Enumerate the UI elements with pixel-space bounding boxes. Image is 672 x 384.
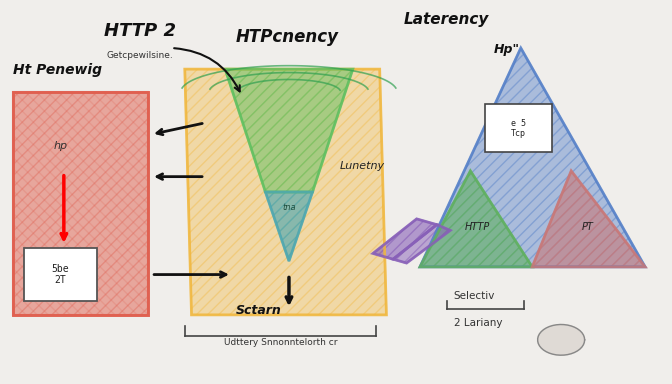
Polygon shape (13, 92, 148, 315)
Text: hp: hp (53, 141, 68, 151)
Text: Sctarn: Sctarn (236, 304, 282, 317)
Polygon shape (532, 171, 645, 267)
Text: Ht Penewig: Ht Penewig (13, 63, 102, 77)
Text: tna: tna (282, 203, 296, 212)
Text: Getcpewilsine.: Getcpewilsine. (106, 51, 173, 60)
Text: Selectiv: Selectiv (454, 291, 495, 301)
Text: PT: PT (582, 222, 594, 232)
Text: 5be
2T: 5be 2T (52, 264, 69, 285)
Polygon shape (393, 225, 450, 263)
Polygon shape (225, 69, 353, 192)
Text: HTTP 2: HTTP 2 (104, 22, 176, 40)
Text: HTTP: HTTP (464, 222, 490, 232)
Polygon shape (420, 171, 532, 267)
Polygon shape (420, 48, 645, 267)
FancyBboxPatch shape (485, 104, 552, 152)
Polygon shape (265, 192, 312, 261)
Text: Lunetny: Lunetny (339, 161, 384, 171)
Text: Hp": Hp" (494, 43, 520, 56)
Text: HTPcnency: HTPcnency (235, 28, 338, 46)
Polygon shape (185, 69, 386, 315)
Text: e 5
Tcp: e 5 Tcp (511, 119, 526, 138)
Text: Udttery Snnonntelorth cr: Udttery Snnonntelorth cr (224, 338, 337, 347)
Text: Laterency: Laterency (403, 12, 489, 27)
Polygon shape (373, 219, 437, 259)
Polygon shape (538, 324, 585, 355)
FancyBboxPatch shape (24, 248, 97, 301)
Text: 2 Lariany: 2 Lariany (454, 318, 502, 328)
Polygon shape (13, 92, 148, 315)
